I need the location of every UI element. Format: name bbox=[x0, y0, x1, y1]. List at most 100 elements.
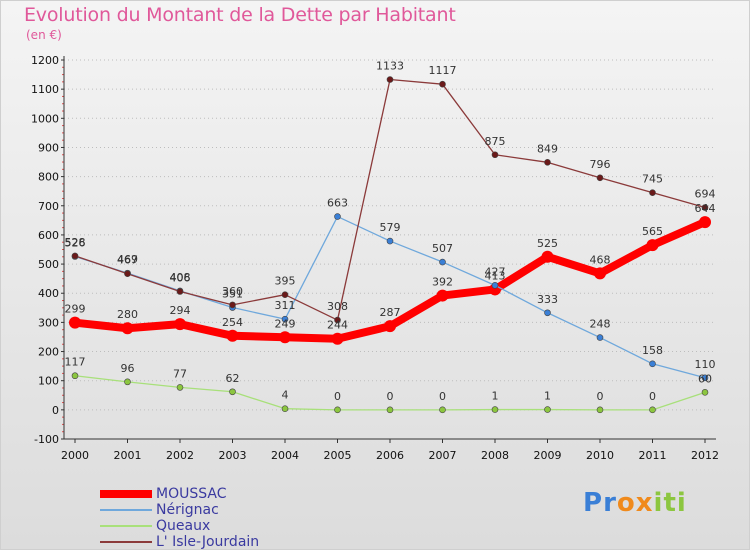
data-point bbox=[544, 309, 551, 317]
data-label: 849 bbox=[537, 142, 558, 155]
data-label: 77 bbox=[173, 367, 187, 380]
logo-letter: x bbox=[635, 488, 654, 518]
data-point bbox=[701, 374, 709, 382]
y-tick-label: 0 bbox=[52, 404, 59, 417]
x-tick-label: 2001 bbox=[114, 449, 142, 462]
data-point bbox=[491, 151, 499, 159]
data-point bbox=[649, 360, 656, 368]
legend-swatch bbox=[100, 509, 152, 511]
logo-letter: o bbox=[616, 488, 636, 518]
data-point bbox=[646, 239, 659, 252]
data-point bbox=[71, 252, 79, 260]
data-point bbox=[439, 406, 446, 414]
data-label: 745 bbox=[642, 173, 663, 186]
data-point bbox=[281, 405, 289, 412]
data-point bbox=[331, 332, 344, 345]
data-label: 579 bbox=[380, 221, 401, 234]
y-tick-label: -100 bbox=[34, 433, 59, 446]
data-label: 248 bbox=[590, 318, 611, 331]
data-point bbox=[176, 288, 184, 295]
data-label: 1 bbox=[544, 390, 551, 403]
legend-swatch bbox=[100, 490, 152, 498]
data-label: 110 bbox=[695, 358, 716, 371]
data-point bbox=[124, 378, 131, 386]
data-label: 280 bbox=[117, 308, 138, 321]
data-label: 406 bbox=[170, 271, 191, 284]
logo-letter: r bbox=[603, 488, 617, 518]
x-tick-label: 2009 bbox=[534, 449, 562, 462]
data-point bbox=[386, 406, 394, 414]
data-label: 395 bbox=[275, 275, 296, 288]
grid bbox=[64, 59, 716, 440]
data-label: 468 bbox=[590, 253, 611, 266]
data-point bbox=[174, 318, 186, 331]
legend-swatch bbox=[100, 525, 152, 527]
x-tick-label: 2010 bbox=[586, 449, 614, 462]
data-point bbox=[69, 316, 81, 329]
data-point bbox=[649, 189, 656, 196]
x-tick-label: 2000 bbox=[61, 449, 89, 462]
chart-title: Evolution du Montant de la Dette par Hab… bbox=[24, 4, 456, 26]
x-tick-label: 2011 bbox=[639, 449, 667, 462]
data-label: 427 bbox=[485, 265, 506, 278]
y-tick-label: 200 bbox=[38, 346, 59, 359]
data-label: 0 bbox=[387, 390, 394, 403]
data-label: 0 bbox=[334, 390, 341, 403]
data-label: 1 bbox=[492, 390, 499, 403]
data-label: 1117 bbox=[429, 64, 457, 77]
x-tick-label: 2007 bbox=[429, 449, 457, 462]
data-label: 254 bbox=[222, 316, 243, 329]
data-point bbox=[596, 174, 604, 182]
legend-label: L' Isle-Jourdain bbox=[156, 534, 260, 550]
data-label: 0 bbox=[649, 390, 656, 403]
data-label: 694 bbox=[695, 188, 716, 201]
x-tick-label: 2003 bbox=[219, 449, 247, 462]
legend-swatch bbox=[100, 541, 152, 543]
data-point bbox=[226, 329, 239, 342]
data-point bbox=[334, 316, 341, 324]
data-label: 0 bbox=[597, 390, 604, 403]
data-label: 4 bbox=[282, 389, 289, 402]
data-point bbox=[544, 159, 551, 166]
data-label: 507 bbox=[432, 242, 453, 255]
data-label: 1133 bbox=[376, 60, 404, 73]
data-point bbox=[544, 406, 551, 413]
series bbox=[69, 76, 711, 414]
data-point bbox=[439, 80, 446, 88]
data-point bbox=[701, 389, 709, 396]
data-point bbox=[279, 331, 291, 344]
data-label: 287 bbox=[380, 306, 401, 319]
data-label: 96 bbox=[121, 362, 135, 375]
y-tick-label: 300 bbox=[38, 316, 59, 329]
data-point bbox=[596, 334, 604, 341]
chart-subtitle: (en €) bbox=[26, 28, 62, 42]
proxiti-logo: Proxiti bbox=[583, 488, 687, 518]
data-label: 525 bbox=[537, 237, 558, 250]
data-label: 360 bbox=[222, 285, 243, 298]
logo-letter: t bbox=[663, 488, 677, 518]
legend-label: Nérignac bbox=[156, 502, 219, 518]
data-point bbox=[176, 384, 184, 391]
data-label: 244 bbox=[327, 319, 348, 332]
data-point bbox=[386, 76, 394, 83]
data-label: 0 bbox=[439, 390, 446, 403]
data-label: 294 bbox=[170, 304, 191, 317]
data-point bbox=[281, 291, 289, 298]
data-point bbox=[491, 406, 499, 413]
x-tick-label: 2012 bbox=[691, 449, 719, 462]
data-point bbox=[594, 267, 606, 280]
data-label: 308 bbox=[327, 300, 348, 313]
data-label: 299 bbox=[65, 303, 86, 316]
y-tick-label: 700 bbox=[38, 200, 59, 213]
data-labels: 299 280 294 254 249 244 287 392 413 525 468 565 644 5… bbox=[65, 60, 716, 403]
data-point bbox=[124, 270, 131, 277]
data-label: 663 bbox=[327, 197, 348, 210]
data-point bbox=[334, 213, 341, 220]
data-label: 408 bbox=[170, 271, 191, 284]
y-tick-label: 1100 bbox=[31, 83, 59, 96]
data-label: 333 bbox=[537, 293, 558, 306]
data-label: 311 bbox=[275, 299, 296, 312]
data-point bbox=[229, 388, 236, 396]
x-tick-label: 2006 bbox=[376, 449, 404, 462]
